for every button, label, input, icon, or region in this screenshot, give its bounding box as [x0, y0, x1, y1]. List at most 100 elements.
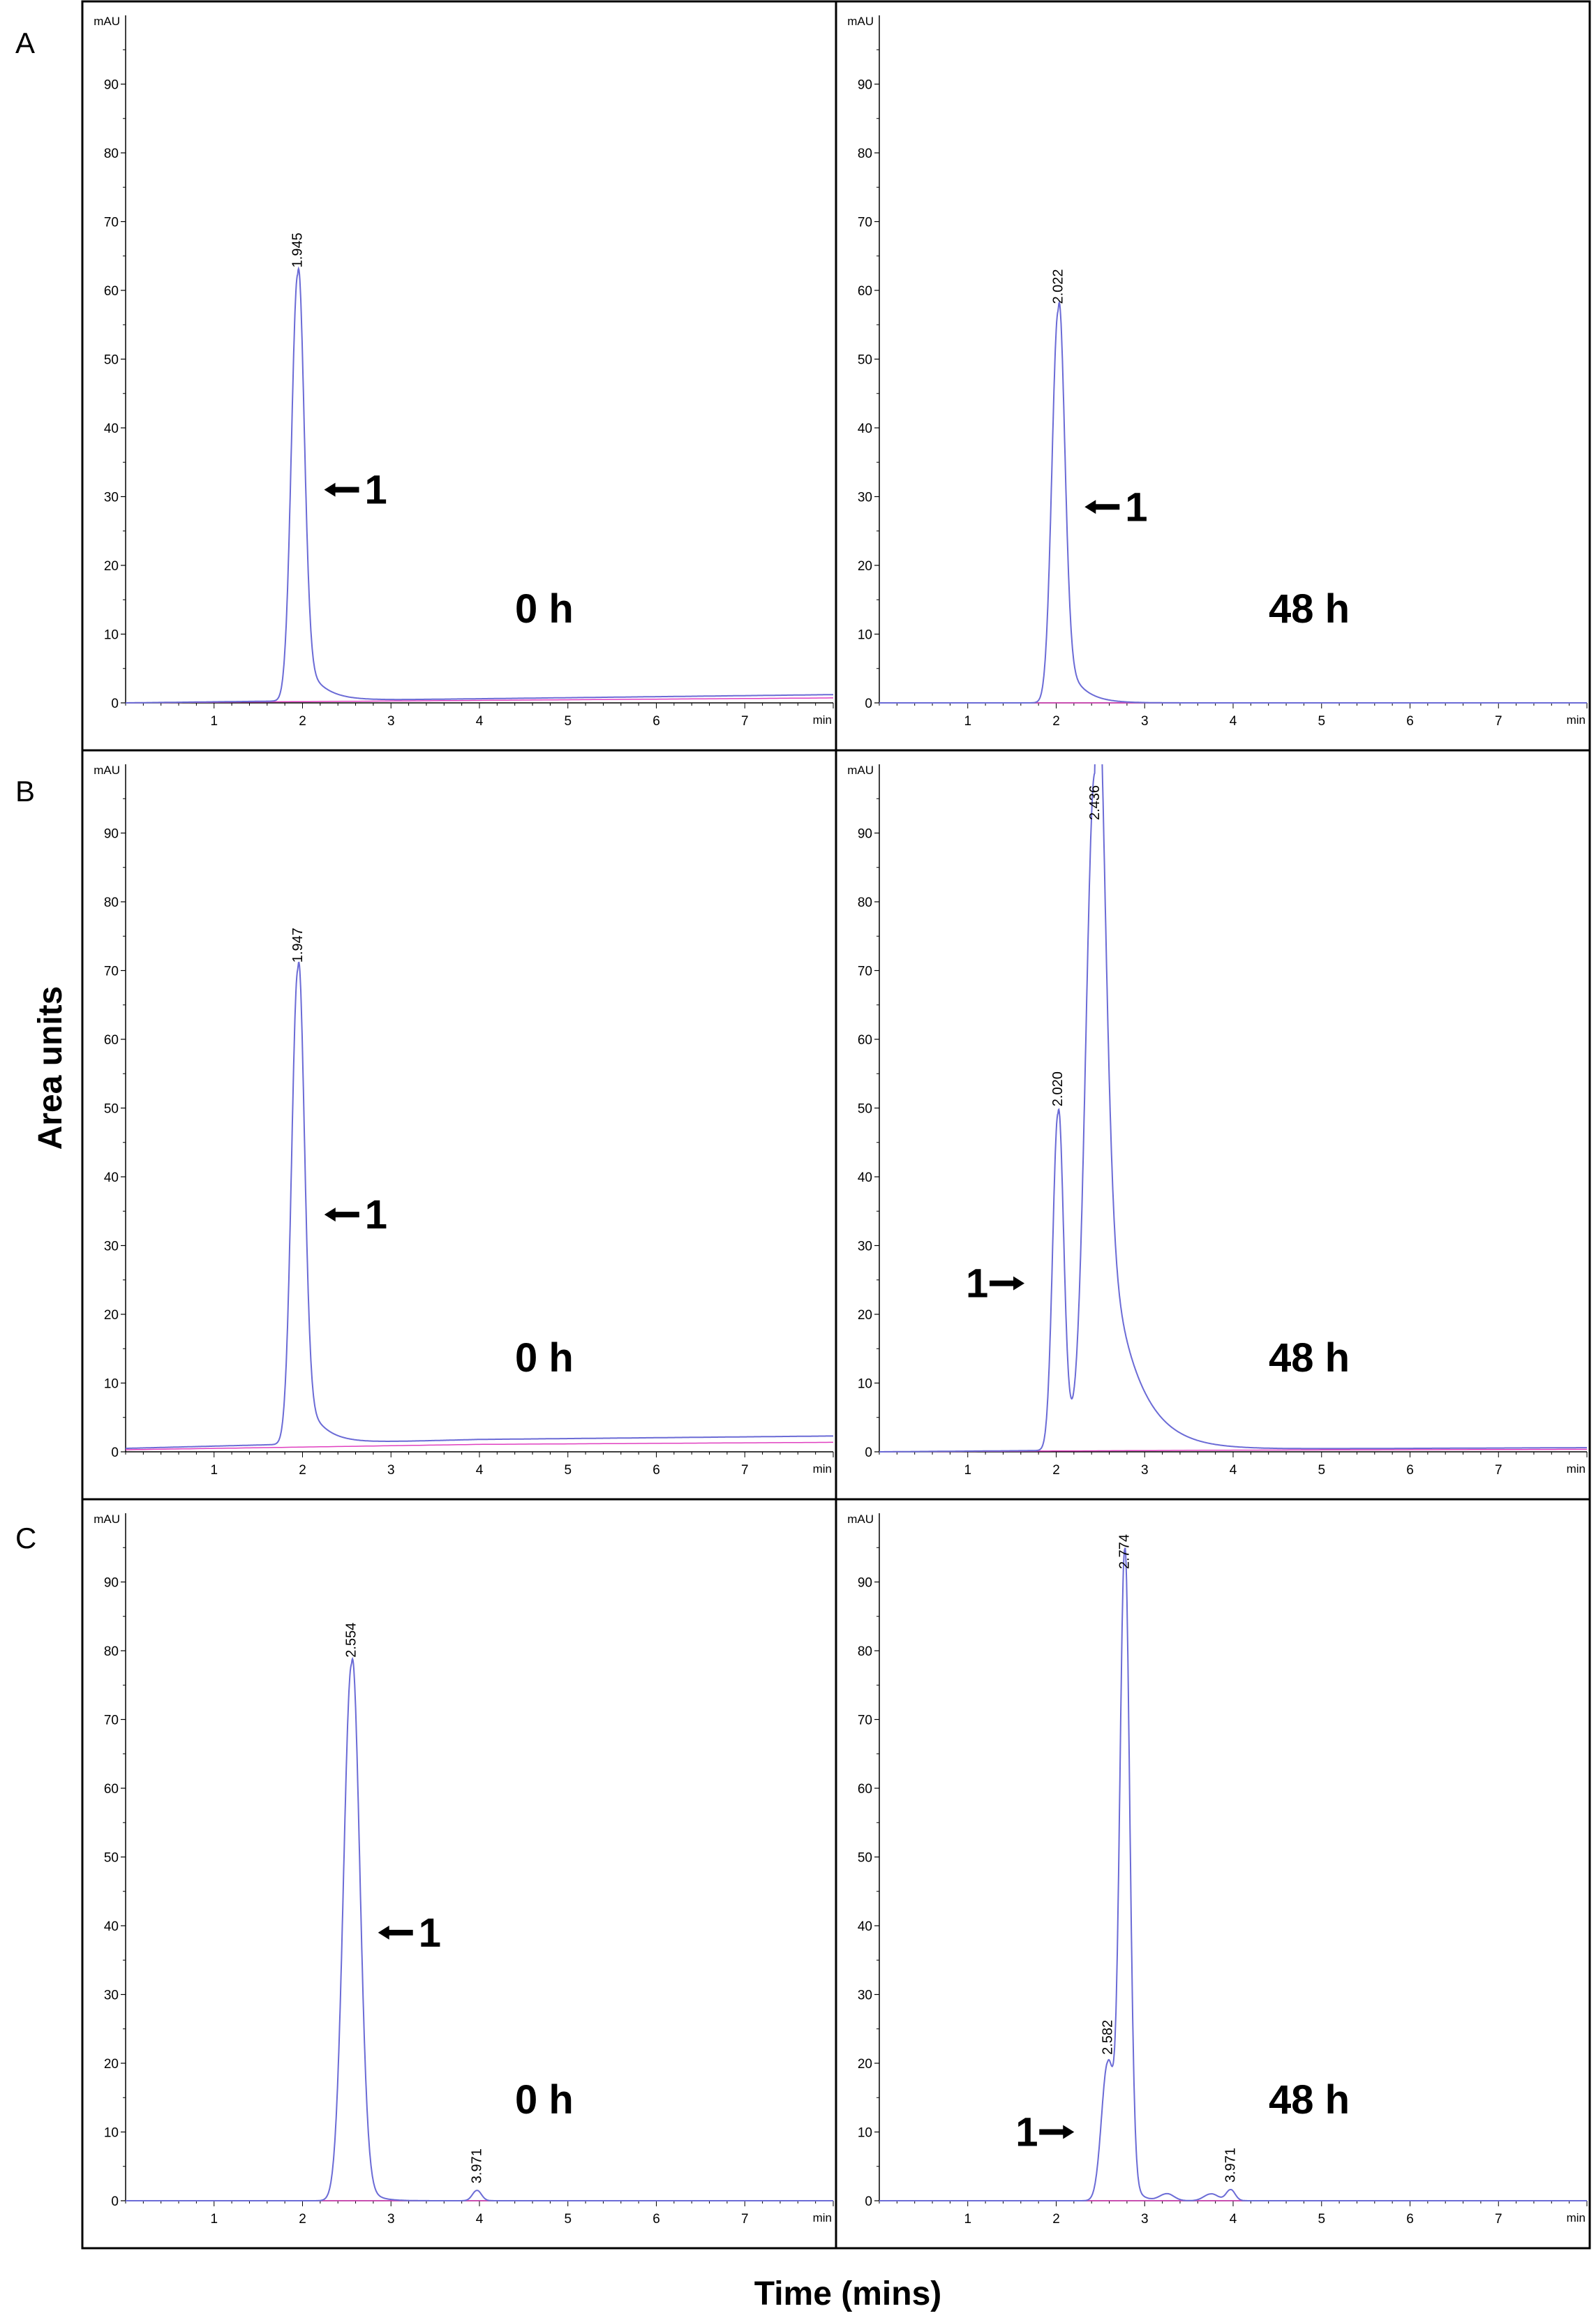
y-tick-label: 0: [865, 2194, 872, 2209]
x-tick-label: 1: [964, 1463, 971, 1478]
y-tick-label: 60: [858, 1782, 872, 1797]
signal-trace: [879, 300, 1587, 704]
signal-trace: [126, 961, 833, 1450]
y-tick-label: 70: [104, 216, 119, 230]
y-tick-label: 80: [104, 147, 119, 161]
x-unit-label: min: [1567, 2211, 1586, 2224]
compound-number: 1: [365, 1192, 387, 1238]
arrow-left-icon: [378, 1925, 413, 1940]
y-tick-label: 70: [858, 216, 872, 230]
panel-c-0h: mAU 0 10 20 30 40 50 60 70 80 90 1 2 3 4 5 6 7 min 2.554 1 3.…: [81, 1498, 837, 2250]
compound-1-annotation: 1: [966, 1261, 1025, 1307]
x-tick-label: 1: [210, 2212, 218, 2227]
x-tick-label: 3: [1141, 1463, 1149, 1478]
x-tick-label: 6: [652, 1463, 660, 1478]
x-tick-label: 1: [210, 1463, 218, 1478]
x-tick-label: 7: [741, 714, 749, 729]
x-tick-label: 7: [1495, 2212, 1502, 2227]
figure-xlabel: Time (mins): [754, 2275, 942, 2312]
row-letter-c: C: [15, 1522, 36, 1554]
y-tick-label: 0: [111, 1446, 119, 1460]
compound-number: 1: [365, 468, 387, 513]
y-tick-label: 90: [858, 827, 872, 842]
y-tick-label: 30: [858, 1240, 872, 1254]
panel-a-48h: mAU 0 10 20 30 40 50 60 70 80 90 1 2 3 4 5 6 7 min 2.022 1 48…: [835, 0, 1591, 752]
x-tick-label: 7: [1495, 714, 1502, 729]
arrow-left-icon: [1084, 500, 1120, 514]
compound-number: 1: [1125, 484, 1147, 530]
y-tick-label: 10: [858, 2126, 872, 2141]
y-tick-label: 20: [858, 2057, 872, 2072]
y-tick-label: 10: [858, 628, 872, 643]
y-tick-label: 30: [104, 1989, 119, 2003]
peak-rt-label: 1.945: [290, 232, 306, 267]
y-tick-label: 30: [858, 491, 872, 505]
y-tick-label: 80: [858, 147, 872, 161]
compound-1-annotation: 1: [1015, 2110, 1075, 2155]
x-tick-label: 6: [1406, 2212, 1414, 2227]
peak-rt-label: 2.022: [1050, 269, 1066, 304]
x-tick-label: 4: [476, 714, 484, 729]
x-tick-label: 3: [387, 714, 395, 729]
compound-number: 1: [419, 1910, 441, 1956]
panel-frame: [81, 1498, 837, 2250]
y-tick-label: 20: [858, 1308, 872, 1323]
y-tick-label: 80: [858, 1644, 872, 1659]
y-tick-label: 90: [104, 827, 119, 842]
panel-c-48h: mAU 0 10 20 30 40 50 60 70 80 90 1 2 3 4 5 6 7 min 2.582 1 2.…: [835, 1498, 1591, 2250]
y-tick-label: 10: [858, 1377, 872, 1392]
panel-b-0h: mAU 0 10 20 30 40 50 60 70 80 90 1 2 3 4 5 6 7 min 1.947 1 0 …: [81, 749, 837, 1501]
signal-trace: [879, 1547, 1587, 2201]
arrow-left-icon: [324, 1208, 359, 1222]
peak-rt-label: 2.774: [1117, 1534, 1133, 1569]
peak-rt-label: 1.947: [290, 928, 306, 963]
y-tick-label: 0: [865, 697, 872, 711]
row-letter-b: B: [15, 775, 35, 808]
x-tick-label: 4: [1230, 714, 1237, 729]
y-tick-label: 80: [104, 1644, 119, 1659]
x-tick-label: 2: [299, 2212, 306, 2227]
y-tick-label: 50: [104, 1102, 119, 1117]
peak-rt-label: 2.436: [1087, 785, 1103, 820]
x-tick-label: 3: [1141, 2212, 1149, 2227]
x-tick-label: 1: [964, 714, 971, 729]
x-tick-label: 1: [210, 714, 218, 729]
arrow-right-icon: [1039, 2125, 1075, 2139]
arrow-right-icon: [990, 1276, 1025, 1291]
x-tick-label: 2: [1052, 1463, 1060, 1478]
peak-rt-label: 3.971: [1223, 2148, 1238, 2183]
signal-trace: [126, 266, 833, 704]
y-tick-label: 70: [858, 965, 872, 979]
compound-number: 1: [966, 1261, 988, 1307]
y-tick-label: 50: [858, 1102, 872, 1117]
x-tick-label: 2: [1052, 714, 1060, 729]
x-unit-label: min: [813, 713, 832, 727]
y-tick-label: 60: [104, 1033, 119, 1048]
compound-1-annotation: 1: [324, 468, 387, 513]
x-unit-label: min: [813, 2211, 832, 2224]
panel-frame: [81, 0, 837, 752]
y-tick-label: 80: [104, 896, 119, 910]
y-unit-label: mAU: [94, 1513, 120, 1526]
x-tick-label: 5: [1318, 714, 1325, 729]
panel-a-0h: mAU 0 10 20 30 40 50 60 70 80 90 1 2 3 4 5 6 7 min 1.945 1 0 …: [81, 0, 837, 752]
x-tick-label: 6: [652, 2212, 660, 2227]
y-unit-label: mAU: [847, 764, 874, 777]
y-tick-label: 10: [104, 1377, 119, 1392]
time-point-label: 48 h: [1269, 586, 1350, 632]
y-tick-label: 70: [858, 1714, 872, 1728]
x-tick-label: 5: [564, 1463, 572, 1478]
compound-number: 1: [1015, 2110, 1038, 2155]
x-tick-label: 6: [1406, 714, 1414, 729]
y-tick-label: 40: [104, 422, 119, 436]
time-point-label: 0 h: [515, 2077, 574, 2123]
y-tick-label: 20: [104, 559, 119, 574]
x-tick-label: 5: [1318, 1463, 1325, 1478]
time-point-label: 0 h: [515, 1335, 574, 1381]
y-tick-label: 40: [104, 1171, 119, 1185]
x-tick-label: 1: [964, 2212, 971, 2227]
panel-frame: [81, 749, 837, 1501]
row-letter-a: A: [15, 27, 35, 59]
panel-b-48h: mAU 0 10 20 30 40 50 60 70 80 90 1 2 3 4 5 6 7 min 2.020 1 2.…: [835, 749, 1591, 1501]
